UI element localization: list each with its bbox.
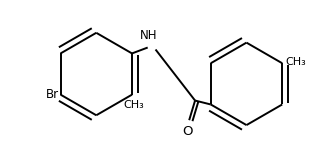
Text: CH₃: CH₃ [123,100,144,110]
Text: NH: NH [140,29,157,42]
Text: Br: Br [46,88,59,101]
Text: CH₃: CH₃ [285,57,306,67]
Text: O: O [182,125,192,138]
